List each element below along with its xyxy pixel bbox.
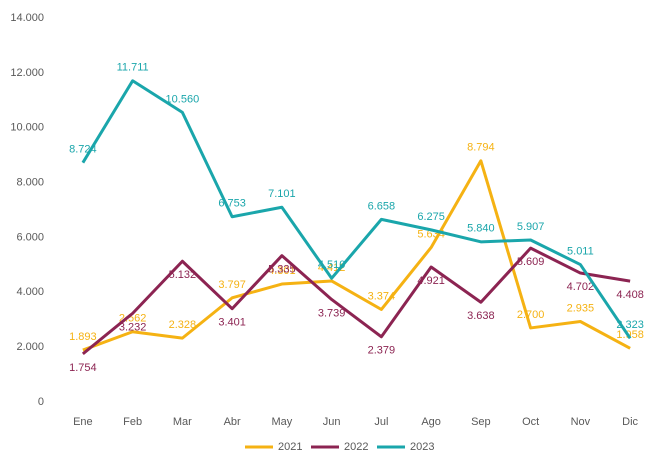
data-label: 3.232 [119, 321, 147, 333]
y-tick-label: 8.000 [16, 176, 44, 188]
data-label: 6.275 [417, 211, 445, 223]
data-label: 2.328 [169, 319, 197, 331]
data-label: 6.753 [218, 198, 246, 210]
y-tick-label: 4.000 [16, 286, 44, 298]
data-label: 7.101 [268, 188, 296, 200]
y-tick-label: 12.000 [10, 67, 44, 79]
x-tick-label: Dic [622, 416, 638, 428]
data-label: 5.907 [517, 221, 545, 233]
data-label: 2.700 [517, 309, 545, 321]
data-label: 4.921 [417, 275, 445, 287]
data-label: 4.301 [268, 265, 296, 277]
data-label: 2.562 [119, 313, 147, 325]
x-tick-label: Mar [173, 416, 192, 428]
y-tick-label: 2.000 [16, 341, 44, 353]
series-line [81, 79, 632, 340]
data-label: 3.638 [467, 310, 495, 322]
data-label: 10.560 [166, 93, 200, 105]
data-label: 3.739 [318, 307, 346, 319]
data-label: 5.609 [517, 256, 545, 268]
x-tick-label: Abr [224, 416, 241, 428]
data-label: 5.335 [268, 264, 296, 276]
data-label: 1.893 [69, 331, 97, 343]
data-label: 2.379 [368, 345, 396, 357]
data-label: 5.011 [567, 245, 594, 257]
data-label: 8.794 [467, 142, 495, 154]
x-tick-label: Ene [73, 416, 93, 428]
data-label: 1.754 [69, 362, 97, 374]
data-label: 5.132 [169, 269, 197, 281]
legend-label: 2022 [344, 441, 368, 453]
data-label: 1.958 [616, 329, 644, 341]
data-label: 8.724 [69, 144, 97, 156]
data-label: 2.935 [567, 302, 595, 314]
series-line [82, 159, 631, 352]
data-label: 6.658 [368, 200, 396, 212]
data-label: 11.711 [117, 62, 149, 74]
x-tick-label: Sep [471, 416, 491, 428]
y-tick-label: 6.000 [16, 231, 44, 243]
legend-label: 2023 [410, 441, 434, 453]
data-label: 4.510 [318, 259, 346, 271]
x-tick-label: Oct [522, 416, 539, 428]
data-label: 3.797 [218, 279, 246, 291]
data-label: 3.401 [218, 317, 246, 329]
data-label: 3.374 [368, 290, 396, 302]
y-tick-label: 14.000 [10, 12, 44, 24]
x-tick-label: Jul [374, 416, 388, 428]
data-label: 4.408 [616, 289, 644, 301]
x-tick-label: Nov [571, 416, 591, 428]
x-tick-label: May [271, 416, 292, 428]
data-label: 4.702 [567, 281, 595, 293]
series-line [81, 246, 631, 356]
data-label: 2.323 [616, 319, 644, 331]
data-label: 5.840 [467, 223, 495, 235]
legend-label: 2021 [278, 441, 302, 453]
x-tick-label: Ago [421, 416, 441, 428]
y-tick-label: 0 [38, 396, 44, 408]
y-tick-label: 10.000 [10, 122, 44, 134]
x-tick-label: Jun [323, 416, 341, 428]
x-tick-label: Feb [123, 416, 142, 428]
